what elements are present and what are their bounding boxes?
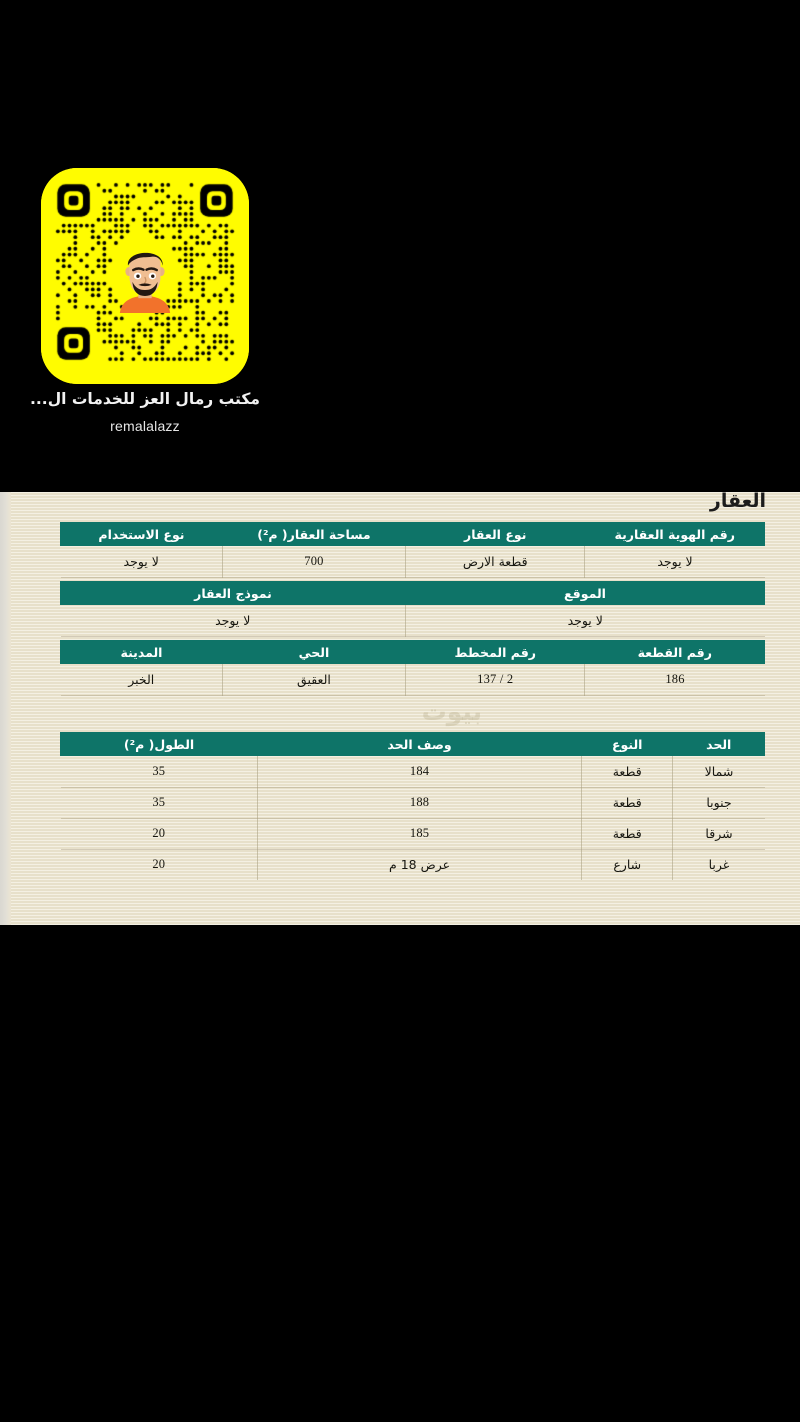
cell-location: لا يوجد [404, 605, 765, 637]
cell-city: الخبر [60, 664, 223, 696]
cell-parcel-number: 186 [584, 664, 765, 696]
col-header-bound-type: النوع [580, 732, 674, 756]
boundaries-table-body: شمالا قطعة 184 35 جنوبا قطعة 188 35 شرقا قطعة 185 2… [60, 756, 765, 880]
cell-bound-direction: شمالا [672, 756, 765, 788]
table-header-row: رقم القطعة رقم المخطط الحي المدينة [60, 640, 765, 664]
cell-bound-direction: غربا [672, 849, 765, 880]
cell-bound-length: 20 [152, 857, 166, 872]
table-header-row: رقم الهوية العقارية نوع العقار مساحة الع… [60, 522, 765, 546]
property-info-table: رقم الهوية العقارية نوع العقار مساحة الع… [60, 522, 766, 696]
col-header-realestate-id: رقم الهوية العقارية [584, 522, 765, 546]
cell-bound-length: 35 [60, 787, 258, 819]
col-header-city: المدينة [60, 640, 223, 664]
col-header-bound-length: الطول( م²) [59, 732, 259, 756]
table-row: شرقا قطعة 185 20 [60, 818, 765, 850]
cell-realestate-id: لا يوجد [584, 546, 765, 578]
snapcode-card[interactable] [41, 168, 249, 384]
cell-property-model: لا يوجد [60, 605, 406, 637]
table-row: 186 2 / 137 العقيق الخبر [60, 664, 765, 696]
col-header-property-model: نموذج العقار [60, 581, 406, 605]
col-header-bound: الحد [672, 732, 765, 756]
cell-property-area: 700 [221, 546, 406, 578]
snapchat-display-name: مكتب رمال العز للخدمات ال... [30, 390, 260, 408]
table-row: شمالا قطعة 184 35 [60, 756, 765, 788]
page-gutter [0, 492, 11, 925]
col-header-district: الحي [221, 640, 406, 664]
watermark-text: بيوت [421, 697, 482, 726]
snapchat-username: remalalazz [110, 418, 180, 434]
boundaries-table: الحد النوع وصف الحد الطول( م²) شمالا قطعة… [59, 732, 765, 880]
snapchat-profile-block: مكتب رمال العز للخدمات ال... remalalazz [0, 168, 290, 458]
table-row: لا يوجد لا يوجد [60, 605, 765, 637]
cell-bound-description: 185 [257, 818, 582, 850]
cell-bound-direction: جنوبا [672, 787, 765, 819]
document-title: العقار [709, 492, 766, 512]
col-header-property-area: مساحة العقار( م²) [221, 522, 406, 546]
table-row: لا يوجد قطعة الارض 700 لا يوجد [60, 546, 765, 578]
property-deed-document: العقار بيوت رقم الهوية العقارية نوع العق… [0, 492, 800, 925]
table-header-row: الحد النوع وصف الحد الطول( م²) [59, 732, 765, 756]
cell-bound-length: 20 [60, 818, 258, 850]
cell-district: العقيق [221, 664, 406, 696]
table-header-row: الموقع نموذج العقار [60, 581, 766, 605]
cell-bound-type: قطعة [580, 756, 673, 788]
cell-bound-description: 188 [257, 787, 582, 819]
col-header-bound-desc: وصف الحد [257, 732, 582, 756]
cell-bound-type: قطعة [580, 787, 673, 819]
cell-bound-direction: شرقا [672, 818, 765, 850]
cell-usage-type: لا يوجد [60, 546, 223, 578]
cell-bound-type: شارع [580, 849, 673, 880]
col-header-parcel-number: رقم القطعة [584, 640, 765, 664]
col-header-property-type: نوع العقار [404, 522, 586, 546]
cell-bound-description: عرض 18 م [257, 849, 582, 880]
cell-bound-type: قطعة [580, 818, 673, 850]
cell-plan-number: 2 / 137 [404, 664, 585, 696]
col-header-location: الموقع [404, 581, 766, 605]
col-header-plan-number: رقم المخطط [404, 640, 586, 664]
cell-bound-description: 184 [257, 756, 582, 788]
table-row: غربا شارع عرض 18 م 20 [61, 849, 765, 880]
table-row: جنوبا قطعة 188 35 [60, 787, 765, 819]
col-header-usage-type: نوع الاستخدام [60, 522, 223, 546]
bitmoji-avatar-icon [119, 252, 171, 313]
cell-property-type: قطعة الارض [404, 546, 585, 578]
cell-bound-length: 35 [60, 756, 258, 788]
